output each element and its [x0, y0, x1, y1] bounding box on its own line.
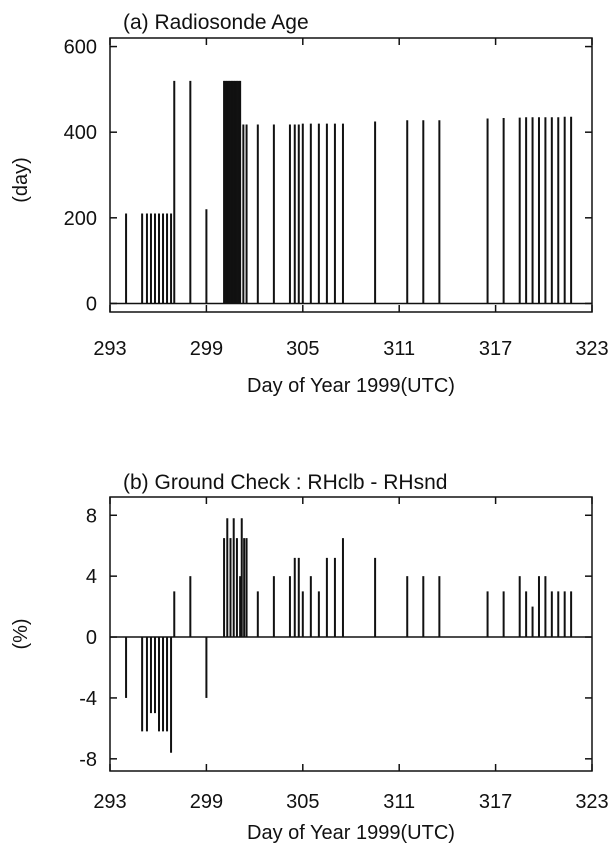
panel-b-plot-frame: [109, 496, 593, 772]
x-tick-label: 305: [286, 791, 319, 813]
panel-a-title: (a) Radiosonde Age: [123, 11, 309, 34]
y-tick-label: -4: [79, 688, 97, 710]
y-tick-label: 600: [64, 37, 97, 59]
y-tick-label: 200: [64, 208, 97, 230]
y-tick-label: 0: [86, 627, 97, 649]
x-tick-label: 293: [93, 791, 126, 813]
x-tick-label: 317: [479, 338, 512, 360]
y-tick-label: -8: [79, 749, 97, 771]
x-tick-label: 299: [190, 338, 223, 360]
panel-a-y-ticks: 0 200 400 600: [64, 37, 592, 315]
panel-b-y-axis-label: (%): [10, 618, 32, 649]
x-tick-label: 323: [575, 338, 608, 360]
panel-b-y-ticks: 8 4 0 -4 -8: [79, 505, 592, 771]
panel-a-bars: [110, 80, 592, 305]
panel-b-title: (b) Ground Check : RHclb - RHsnd: [123, 471, 447, 494]
x-tick-label: 311: [383, 791, 415, 813]
y-tick-label: 400: [64, 122, 97, 144]
y-tick-label: 0: [86, 293, 97, 315]
panel-b-ground-check: (b) Ground Check : RHclb - RHsnd 293 299 3…: [10, 471, 609, 844]
x-tick-label: 293: [93, 338, 126, 360]
panel-a-x-ticks: 293 299 305 311 317 323: [93, 38, 609, 360]
panel-a-plot-frame: [109, 37, 593, 313]
x-tick-label: 317: [479, 791, 512, 813]
x-tick-label: 311: [383, 338, 415, 360]
panel-b-x-ticks: 293 299 305 311 317 323: [93, 497, 609, 813]
panel-a-y-axis-label: (day): [10, 157, 32, 203]
panel-a-radiosonde-age: (a) Radiosonde Age 293 299 305 311 317 323 02…: [10, 11, 609, 397]
panel-a-x-axis-label: Day of Year 1999(UTC): [247, 375, 455, 397]
x-tick-label: 323: [575, 791, 608, 813]
y-tick-label: 8: [86, 505, 97, 527]
y-tick-label: 4: [86, 566, 97, 588]
x-tick-label: 305: [286, 338, 319, 360]
panel-b-bars: [110, 518, 592, 753]
panel-b-x-axis-label: Day of Year 1999(UTC): [247, 822, 455, 844]
x-tick-label: 299: [190, 791, 223, 813]
